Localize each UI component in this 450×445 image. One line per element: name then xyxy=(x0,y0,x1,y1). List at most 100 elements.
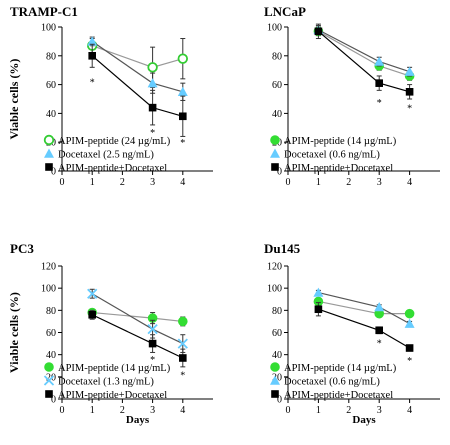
y-tick-label: 0 xyxy=(277,395,282,406)
y-tick-label: 40 xyxy=(46,350,56,361)
legend-marker xyxy=(44,148,54,158)
x-tick-label: 4 xyxy=(180,405,185,416)
x-tick-label: 1 xyxy=(90,177,95,188)
legend-marker xyxy=(271,390,279,398)
series-line xyxy=(91,45,183,68)
series-1 xyxy=(86,38,189,88)
data-point xyxy=(87,36,98,46)
y-tick-label: 80 xyxy=(46,51,56,62)
x-tick-label: 3 xyxy=(377,177,382,188)
x-tick-label: 0 xyxy=(286,177,291,188)
x-tick-label: 0 xyxy=(60,405,65,416)
x-tick-label: 4 xyxy=(407,405,412,416)
data-point xyxy=(404,308,415,319)
data-point xyxy=(88,52,96,60)
series-3 xyxy=(88,309,187,368)
data-point xyxy=(87,288,98,299)
legend-marker xyxy=(44,362,54,372)
x-tick-label: 3 xyxy=(150,177,155,188)
legend-marker xyxy=(270,375,280,385)
x-tick-label: 2 xyxy=(346,177,351,188)
data-point xyxy=(147,62,158,73)
y-tick-label: 100 xyxy=(267,284,282,295)
y-axis-label: Viable cells (%) xyxy=(7,59,21,140)
x-axis-label: Days xyxy=(352,414,376,426)
series-3 xyxy=(88,43,187,137)
data-point xyxy=(148,103,157,112)
y-tick-label: 0 xyxy=(51,395,56,406)
y-tick-label: 100 xyxy=(41,23,56,34)
panel-4: 0 20 40 60 80 100 120 0 1 2 3 4 Du145 Days * * APIM-pept… xyxy=(264,241,440,426)
data-point xyxy=(375,79,383,87)
significance-marker: * xyxy=(150,355,155,366)
data-point xyxy=(178,316,188,327)
panel-2: 02040608010001234LNCaP**APIM-peptide (14… xyxy=(264,4,440,188)
significance-marker: * xyxy=(407,356,412,367)
marker-x-stroke xyxy=(177,338,188,349)
data-point xyxy=(177,53,189,64)
x-tick-label: 0 xyxy=(286,405,291,416)
legend-label: Docetaxel (0.6 ng/mL) xyxy=(284,377,380,388)
data-point xyxy=(313,287,324,297)
significance-marker: * xyxy=(90,78,95,89)
series-line xyxy=(318,30,410,93)
data-point xyxy=(374,302,385,312)
legend: APIM-peptide (24 µg/mL) Docetaxel (2.5 ng… xyxy=(43,134,171,174)
y-tick-label: 100 xyxy=(267,23,282,34)
data-point xyxy=(177,338,188,349)
legend-marker xyxy=(45,390,53,398)
data-point xyxy=(375,326,383,335)
data-point xyxy=(314,305,323,314)
data-point xyxy=(404,66,415,76)
significance-marker: * xyxy=(150,128,155,139)
data-point xyxy=(405,344,414,352)
data-point xyxy=(147,324,158,335)
y-tick-label: 120 xyxy=(41,262,56,273)
data-point xyxy=(314,27,323,36)
data-point xyxy=(405,88,414,96)
series-2 xyxy=(313,24,415,77)
y-tick-label: 80 xyxy=(272,306,282,317)
significance-marker: * xyxy=(377,98,382,109)
y-tick-label: 40 xyxy=(272,350,282,361)
panel-title: TRAMP-C1 xyxy=(10,4,78,19)
legend-label: Docetaxel (2.5 ng/mL) xyxy=(58,150,154,161)
x-tick-label: 1 xyxy=(90,405,95,416)
marker-x-stroke xyxy=(87,288,98,299)
legend-label: APIM-peptide (14 µg/mL) xyxy=(58,363,171,374)
x-tick-label: 4 xyxy=(407,177,412,188)
legend-label: APIM-peptide+Docetaxel xyxy=(58,390,167,401)
legend-marker xyxy=(43,134,55,146)
series-line xyxy=(91,40,183,93)
series-line xyxy=(318,29,410,73)
significance-marker: * xyxy=(180,138,185,149)
y-tick-label: 40 xyxy=(46,109,56,120)
legend-marker xyxy=(45,163,53,171)
series-2 xyxy=(87,36,188,101)
series-1 xyxy=(313,296,415,319)
legend-label: Docetaxel (0.6 ng/mL) xyxy=(284,150,380,161)
legend: APIM-peptide (14 µg/mL) Docetaxel (0.6 ng… xyxy=(270,135,397,174)
y-tick-label: 80 xyxy=(272,51,282,62)
panel-title: Du145 xyxy=(264,241,301,256)
legend-label: APIM-peptide+Docetaxel xyxy=(58,163,167,174)
legend-marker xyxy=(271,163,279,171)
panel-title: PC3 xyxy=(10,241,34,256)
legend-label: APIM-peptide+Docetaxel xyxy=(284,390,393,401)
series-2 xyxy=(313,287,415,328)
series-line xyxy=(91,314,184,359)
significance-marker: * xyxy=(180,371,185,382)
data-point xyxy=(88,310,96,319)
y-tick-label: 120 xyxy=(267,262,282,273)
series-line xyxy=(318,308,410,349)
legend-label: APIM-peptide+Docetaxel xyxy=(284,163,393,174)
legend-marker xyxy=(270,135,280,145)
y-axis-label: Viable cells (%) xyxy=(7,292,21,373)
x-tick-label: 3 xyxy=(377,405,382,416)
y-tick-label: 80 xyxy=(46,306,56,317)
legend-label: Docetaxel (1.3 ng/mL) xyxy=(58,377,154,388)
x-tick-label: 2 xyxy=(120,405,125,416)
x-tick-label: 3 xyxy=(150,405,155,416)
y-tick-label: 0 xyxy=(277,167,282,178)
